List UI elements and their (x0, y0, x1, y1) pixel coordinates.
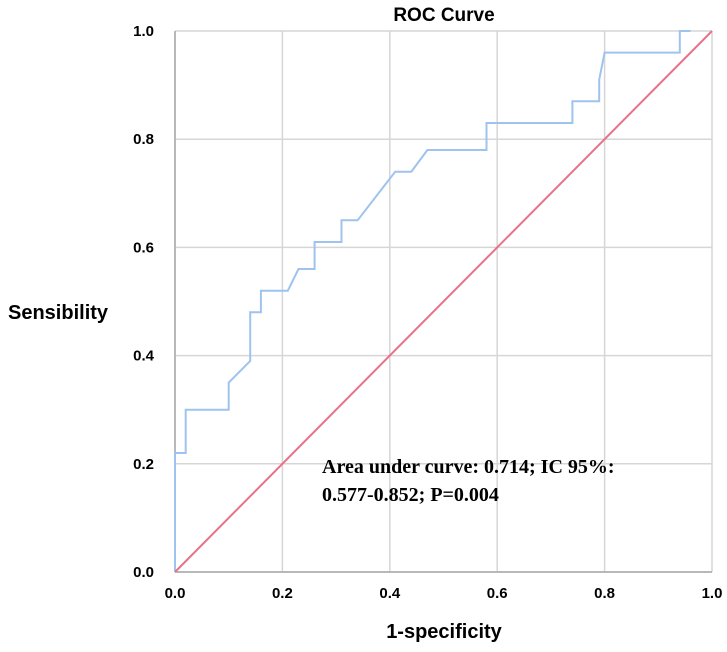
x-tick-label: 0.4 (379, 585, 401, 602)
x-tick-label: 0.2 (272, 585, 293, 602)
y-tick-label: 1.0 (133, 23, 154, 40)
annotation-line-2: 0.577-0.852; P=0.004 (322, 484, 499, 506)
y-tick-label: 0.6 (133, 239, 154, 256)
chart-title: ROC Curve (393, 5, 494, 26)
x-tick-label: 1.0 (702, 585, 723, 602)
y-axis-label: Sensibility (8, 302, 109, 324)
series-layer (174, 30, 713, 573)
tick-labels: 0.0 0.2 0.4 0.6 0.8 1.0 0.0 0.2 0.4 0.6 0.8 1.0 (133, 23, 722, 602)
x-tick-label: 0.8 (594, 585, 615, 602)
y-tick-label: 0.8 (133, 131, 154, 148)
annotation-line-1: Area under curve: 0.714; IC 95%: (322, 456, 615, 478)
x-tick-label: 0.0 (165, 585, 186, 602)
roc-curve-line (174, 30, 691, 572)
y-tick-label: 0.2 (133, 456, 154, 473)
x-axis-label: 1-specificity (386, 621, 502, 643)
reference-diagonal-line (174, 30, 713, 573)
x-tick-label: 0.6 (487, 585, 508, 602)
y-tick-label: 0.0 (133, 564, 154, 581)
y-tick-label: 0.4 (133, 348, 155, 365)
grid (175, 30, 713, 572)
